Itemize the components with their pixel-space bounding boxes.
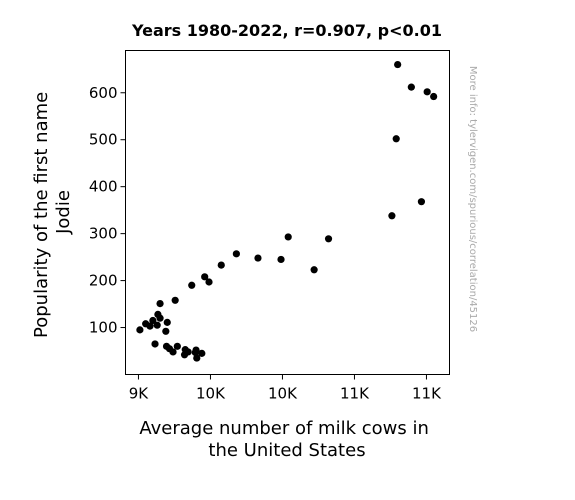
x-tick-label: 10K	[268, 385, 298, 403]
data-point	[156, 299, 164, 308]
data-point	[146, 322, 154, 330]
data-point	[217, 261, 225, 269]
data-point	[184, 348, 192, 356]
y-tick-label: 400	[89, 178, 118, 196]
data-point	[201, 273, 209, 281]
data-point	[173, 342, 181, 350]
x-axis: 9K 10K 10K 11K 11K	[129, 374, 442, 403]
data-point	[284, 233, 292, 241]
x-tick-label: 9K	[129, 385, 150, 403]
data-points	[136, 60, 438, 362]
y-tick-label: 200	[89, 272, 118, 290]
x-axis-label-line-1: Average number of milk cows in	[139, 418, 429, 439]
y-tick-label: 600	[89, 84, 118, 102]
data-point	[277, 255, 285, 264]
x-axis-label: Average number of milk cows in the Unite…	[139, 418, 434, 461]
chart-title: Years 1980-2022, r=0.907, p<0.01	[131, 21, 442, 40]
data-point	[188, 281, 196, 289]
data-point	[162, 327, 170, 335]
y-axis-label-line-1: Popularity of the first name	[31, 92, 52, 338]
data-point	[192, 346, 200, 354]
data-point	[310, 266, 318, 274]
x-tick-label: 11K	[412, 385, 442, 403]
data-point	[205, 278, 213, 286]
data-point	[151, 340, 159, 348]
data-point	[136, 326, 144, 334]
data-point	[394, 60, 402, 69]
y-tick-label: 300	[89, 225, 118, 243]
y-axis-label: Popularity of the first name Jodie	[31, 86, 74, 338]
plot-area	[125, 50, 450, 375]
data-point	[407, 83, 415, 91]
data-point	[324, 235, 333, 243]
data-point	[156, 314, 164, 322]
data-point	[392, 135, 400, 143]
data-point	[423, 88, 431, 96]
data-point	[417, 198, 426, 206]
source-watermark: More info: tylervigen.com/spurious/corre…	[467, 66, 478, 332]
x-axis-label-line-2: the United States	[208, 440, 365, 461]
data-point	[169, 348, 177, 356]
x-tick-label: 10K	[196, 385, 226, 403]
data-point	[254, 254, 262, 262]
data-point	[430, 92, 438, 101]
data-point	[193, 354, 201, 362]
data-point	[149, 316, 157, 325]
data-point	[153, 321, 161, 329]
data-point	[232, 250, 240, 258]
data-point	[171, 296, 179, 304]
data-point	[198, 349, 206, 357]
y-axis-label-line-2: Jodie	[53, 190, 74, 235]
y-tick-label: 500	[89, 131, 118, 149]
data-point	[163, 318, 171, 326]
y-axis: 100 200 300 400 500 600	[89, 84, 126, 337]
y-tick-label: 100	[89, 319, 118, 337]
x-tick-label: 11K	[340, 385, 370, 403]
data-point	[388, 212, 396, 220]
